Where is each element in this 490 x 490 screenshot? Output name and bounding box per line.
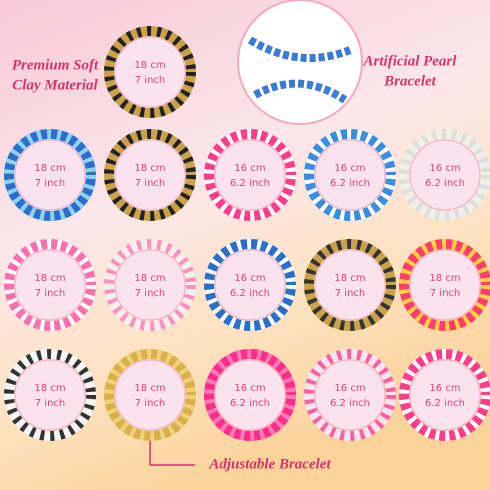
bracelet-center	[409, 359, 481, 431]
size-inch: 6.2 inch	[330, 178, 370, 189]
bracelet-beads	[204, 239, 296, 331]
size-inch: 6.2 inch	[425, 178, 465, 189]
bracelet-center	[314, 359, 386, 431]
bracelet-beads	[399, 129, 490, 221]
size-cm: 18 cm	[34, 383, 65, 394]
bracelet-center	[14, 139, 86, 211]
photo-inset	[237, 0, 363, 125]
size-cm: 18 cm	[429, 273, 460, 284]
size-inch: 7 inch	[35, 288, 66, 299]
size-inch: 6.2 inch	[425, 398, 465, 409]
bracelet-center	[214, 359, 286, 431]
bracelet-beads	[4, 349, 96, 441]
bracelet-beads	[104, 239, 196, 331]
size-cm: 16 cm	[334, 163, 365, 174]
bracelet-beads	[4, 239, 96, 331]
size-cm: 16 cm	[334, 383, 365, 394]
size-cm: 18 cm	[134, 273, 165, 284]
bracelet-center	[214, 249, 286, 321]
label-line: Bracelet	[383, 73, 436, 89]
size-inch: 7 inch	[135, 398, 166, 409]
size-cm: 18 cm	[334, 273, 365, 284]
bracelet-beads	[304, 349, 396, 441]
size-inch: 6.2 inch	[230, 178, 270, 189]
bracelet-center	[314, 249, 386, 321]
size-cm: 16 cm	[234, 163, 265, 174]
bracelet-beads	[104, 129, 196, 221]
bracelet-center	[114, 36, 186, 108]
label-line: Clay Material	[12, 77, 98, 93]
size-cm: 18 cm	[134, 383, 165, 394]
size-cm: 18 cm	[34, 273, 65, 284]
bracelet-beads	[399, 349, 490, 441]
bracelet-center	[14, 359, 86, 431]
bracelet-beads	[304, 129, 396, 221]
size-inch: 7 inch	[335, 288, 366, 299]
bracelet-beads	[204, 129, 296, 221]
bracelet-beads	[104, 26, 196, 118]
label: Adjustable Bracelet	[208, 456, 331, 472]
bracelet-beads	[204, 349, 296, 441]
leader-line	[149, 440, 195, 466]
bracelet-beads	[399, 239, 490, 331]
size-inch: 7 inch	[135, 178, 166, 189]
bracelet-beads	[304, 239, 396, 331]
bracelet-center	[409, 249, 481, 321]
bracelet-center	[214, 139, 286, 211]
bracelet-center	[114, 359, 186, 431]
size-cm: 18 cm	[134, 163, 165, 174]
size-cm: 16 cm	[429, 383, 460, 394]
photo-bracelets	[247, 36, 352, 104]
label-line: Premium Soft	[12, 57, 99, 73]
size-cm: 16 cm	[234, 273, 265, 284]
size-inch: 7 inch	[35, 398, 66, 409]
bracelet-center	[314, 139, 386, 211]
size-inch: 7 inch	[135, 75, 166, 86]
bracelet-center	[409, 139, 481, 211]
bracelet-center	[114, 139, 186, 211]
size-inch: 7 inch	[135, 288, 166, 299]
size-cm: 18 cm	[34, 163, 65, 174]
size-cm: 16 cm	[234, 383, 265, 394]
bracelet-beads	[104, 349, 196, 441]
bracelet-center	[114, 249, 186, 321]
label-line: Artificial Pearl	[363, 53, 458, 69]
bracelet-center	[14, 249, 86, 321]
size-inch: 7 inch	[35, 178, 66, 189]
size-inch: 6.2 inch	[230, 398, 270, 409]
size-inch: 6.2 inch	[330, 398, 370, 409]
bracelet-beads	[4, 129, 96, 221]
size-cm: 18 cm	[134, 60, 165, 71]
size-inch: 7 inch	[430, 288, 461, 299]
size-cm: 16 cm	[429, 163, 460, 174]
size-inch: 6.2 inch	[230, 288, 270, 299]
